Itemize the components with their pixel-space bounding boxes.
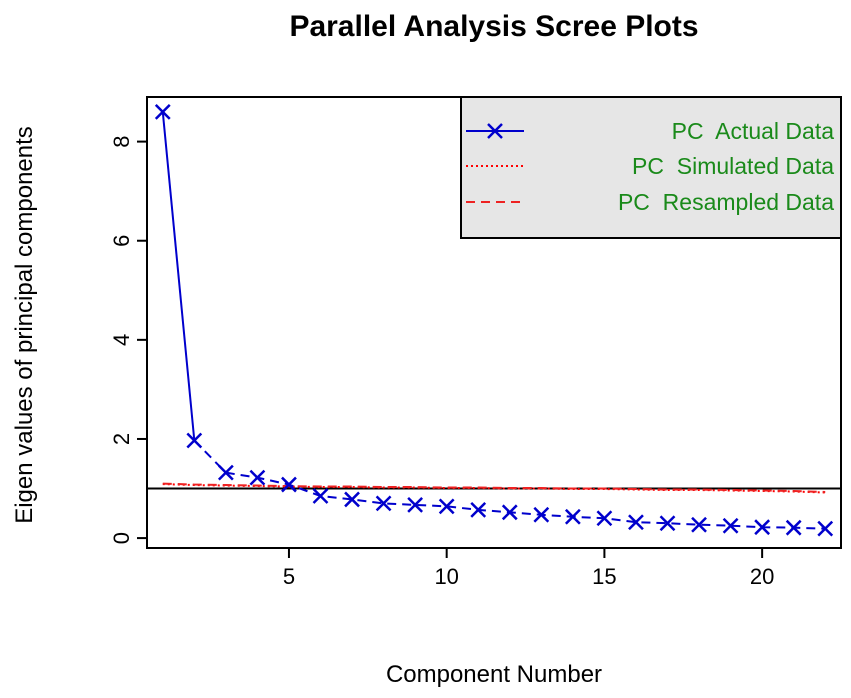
- series-line-2: [162, 482, 826, 493]
- data-point-marker: [659, 515, 676, 532]
- legend-label: PC Resampled Data: [618, 189, 834, 215]
- data-point-marker: [249, 469, 266, 486]
- y-tick-label: 2: [109, 433, 134, 445]
- x-axis-label: Component Number: [386, 661, 602, 688]
- data-point-marker: [312, 488, 329, 504]
- data-point-marker: [344, 491, 360, 508]
- x-tick-label: 10: [434, 564, 458, 589]
- series-line-actual-solid: [161, 111, 196, 441]
- y-tick-label: 8: [109, 135, 134, 147]
- legend-label: PC Simulated Data: [632, 153, 834, 179]
- data-point-marker: [186, 432, 203, 449]
- data-point-marker: [470, 501, 487, 518]
- data-point-marker: [533, 506, 550, 523]
- data-point-marker: [817, 520, 834, 537]
- data-point-marker: [785, 519, 802, 536]
- legend: PC Actual Data PC Simulated Data PC Resamp…: [460, 96, 842, 239]
- chart-title: Parallel Analysis Scree Plots: [289, 10, 698, 43]
- data-point-marker: [217, 464, 234, 481]
- y-tick-label: 4: [109, 334, 134, 346]
- x-tick-label: 15: [592, 564, 616, 589]
- data-point-marker: [722, 517, 739, 534]
- data-point-marker: [501, 504, 518, 521]
- data-point-marker: [407, 496, 424, 513]
- data-point-marker: [596, 510, 613, 527]
- legend-items: PC Actual Data PC Simulated Data PC Resamp…: [466, 118, 834, 215]
- axes: 0 2 4 6 8 5 10 15 20: [109, 135, 774, 589]
- data-point-marker: [154, 103, 171, 120]
- legend-item-2: PC Resampled Data: [466, 189, 834, 215]
- data-point-marker: [564, 508, 581, 525]
- x-tick-label: 5: [283, 564, 295, 589]
- data-point-marker: [281, 476, 297, 493]
- y-tick-label: 6: [109, 235, 134, 247]
- legend-item-0: PC Actual Data: [466, 118, 834, 144]
- data-point-marker: [438, 498, 455, 515]
- series-actual-data: [154, 103, 834, 537]
- legend-item-1: PC Simulated Data: [466, 153, 834, 179]
- y-axis-label: Eigen values of principal components: [11, 126, 38, 524]
- legend-box: [460, 96, 842, 239]
- x-tick-label: 20: [750, 564, 774, 589]
- data-point-marker: [628, 514, 644, 531]
- y-tick-label: 0: [109, 532, 134, 544]
- legend-label: PC Actual Data: [672, 118, 835, 144]
- data-point-marker: [375, 495, 392, 512]
- series-group: [154, 103, 834, 537]
- data-point-marker: [691, 516, 707, 533]
- legend-marker: [487, 123, 503, 139]
- data-point-marker: [754, 519, 771, 536]
